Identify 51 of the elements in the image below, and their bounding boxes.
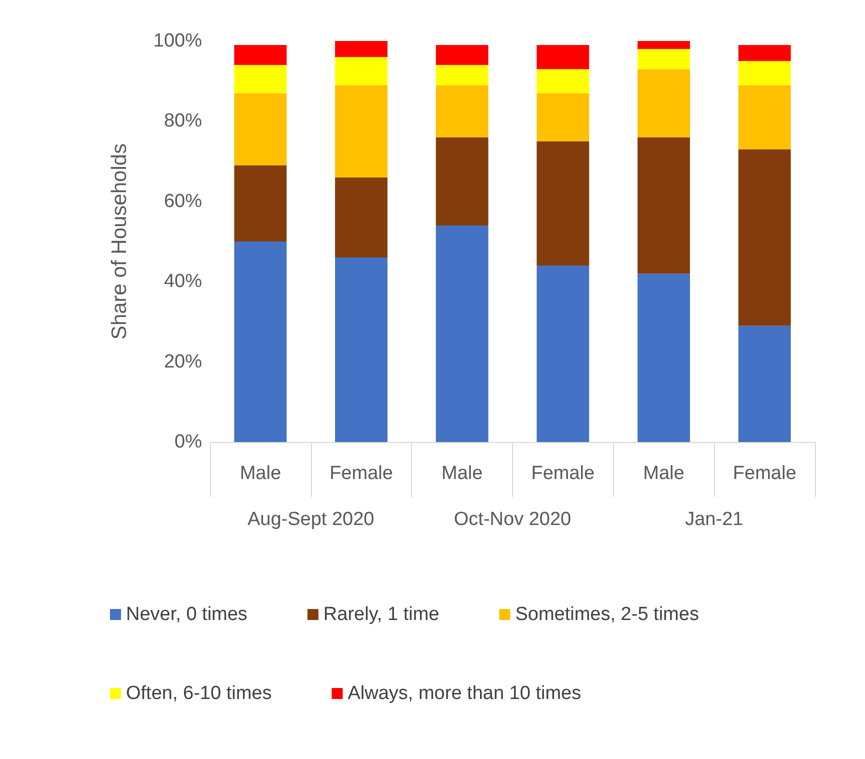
x-tick-label: Female [732,463,796,484]
legend-label: Never, 0 times [126,604,248,625]
bar [536,93,590,142]
bar [738,85,791,150]
y-tick-label: 40% [164,271,202,292]
x-tick-label: Male [240,463,282,484]
y-tick-label: 60% [164,190,202,212]
bar [335,85,388,178]
bar [234,165,287,242]
x-tick-label: Male [643,463,684,484]
bar [335,41,388,58]
bar [436,65,488,86]
text: Jan-21 [685,509,744,530]
bar [436,225,488,442]
y-axis-title: Share of Households [108,143,131,340]
x-tick-label: Female [330,463,393,484]
bar [738,149,791,326]
x-tick-label: Male [441,463,483,484]
bar [335,177,388,258]
legend-label: Rarely, 1 time [323,604,440,625]
bar [536,141,590,266]
bar [738,61,791,86]
bar [738,326,791,442]
bar [638,41,690,50]
x-tick-label: Female [531,463,595,484]
bar [638,69,690,138]
bar [638,137,690,274]
legend-label: Always, more than 10 times [348,683,582,704]
legend-label: Sometimes, 2-5 times [515,604,699,625]
bar [436,85,488,138]
legend-label: Often, 6-10 times [126,683,272,704]
bar [536,266,590,442]
y-tick-label: 20% [164,351,202,372]
bar [436,137,488,226]
y-tick-label: 100% [153,30,202,52]
bar [335,258,388,442]
bar [738,45,791,62]
bar [536,69,590,94]
bar [335,57,388,86]
y-tick-label: 0% [174,432,202,452]
bar [436,45,488,66]
bar [536,45,590,70]
bar [234,45,287,66]
bar [234,65,287,94]
text: Oct-Nov 2020 [454,509,572,530]
y-tick-label: 80% [164,110,202,132]
bar [638,274,690,442]
bar [234,93,287,166]
text: Aug-Sept 2020 [247,509,374,530]
bar [638,49,690,70]
bar [234,242,287,442]
